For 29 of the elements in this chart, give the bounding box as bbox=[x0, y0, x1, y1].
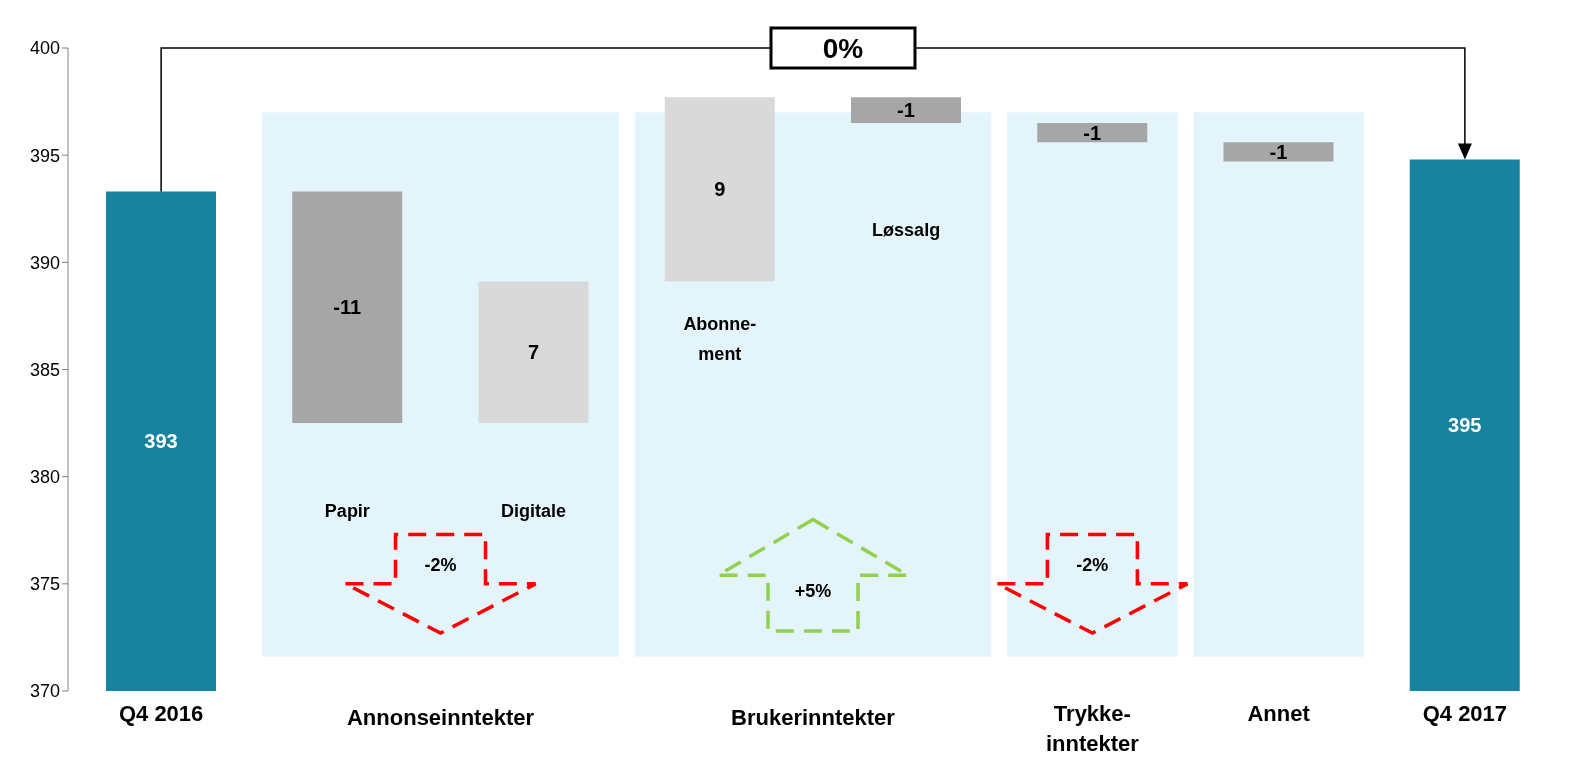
data-label: 9 bbox=[714, 178, 726, 201]
data-label: -1 bbox=[1083, 121, 1102, 144]
y-tick-label: 400 bbox=[29, 38, 60, 59]
x-tick-label: Digitale bbox=[501, 500, 567, 521]
y-tick-label: 390 bbox=[29, 252, 60, 273]
x-tick-label: Trykke-inntekter bbox=[1045, 701, 1140, 756]
x-tick-label: Annet bbox=[1247, 701, 1311, 726]
data-label: 395 bbox=[1448, 414, 1482, 437]
y-tick-label: 395 bbox=[29, 145, 60, 166]
data-label: 7 bbox=[527, 341, 540, 364]
x-tick-label: Løssalg bbox=[872, 220, 941, 241]
x-tick-label: Papir bbox=[324, 500, 370, 521]
band-label: Brukerinntekter bbox=[731, 705, 896, 730]
x-tick-label: Q4 2016 bbox=[118, 701, 204, 726]
annotation: -2% bbox=[424, 554, 457, 575]
data-label: -11 bbox=[333, 296, 362, 319]
y-tick-label: 380 bbox=[29, 467, 60, 488]
y-tick-label: 375 bbox=[29, 574, 60, 595]
data-label: -1 bbox=[897, 99, 915, 122]
annotation: +5% bbox=[794, 580, 832, 601]
annotation: -2% bbox=[1076, 554, 1109, 575]
x-tick-label: Abonne-ment bbox=[683, 314, 757, 365]
data-label: 393 bbox=[144, 430, 178, 453]
annotation: 0% bbox=[822, 33, 864, 64]
y-tick-label: 385 bbox=[29, 359, 60, 380]
data-label: -1 bbox=[1269, 140, 1288, 163]
y-tick-label: 370 bbox=[29, 681, 60, 702]
band-label: Annonseinntekter bbox=[346, 705, 535, 730]
x-tick-label: Q4 2017 bbox=[1422, 701, 1508, 726]
